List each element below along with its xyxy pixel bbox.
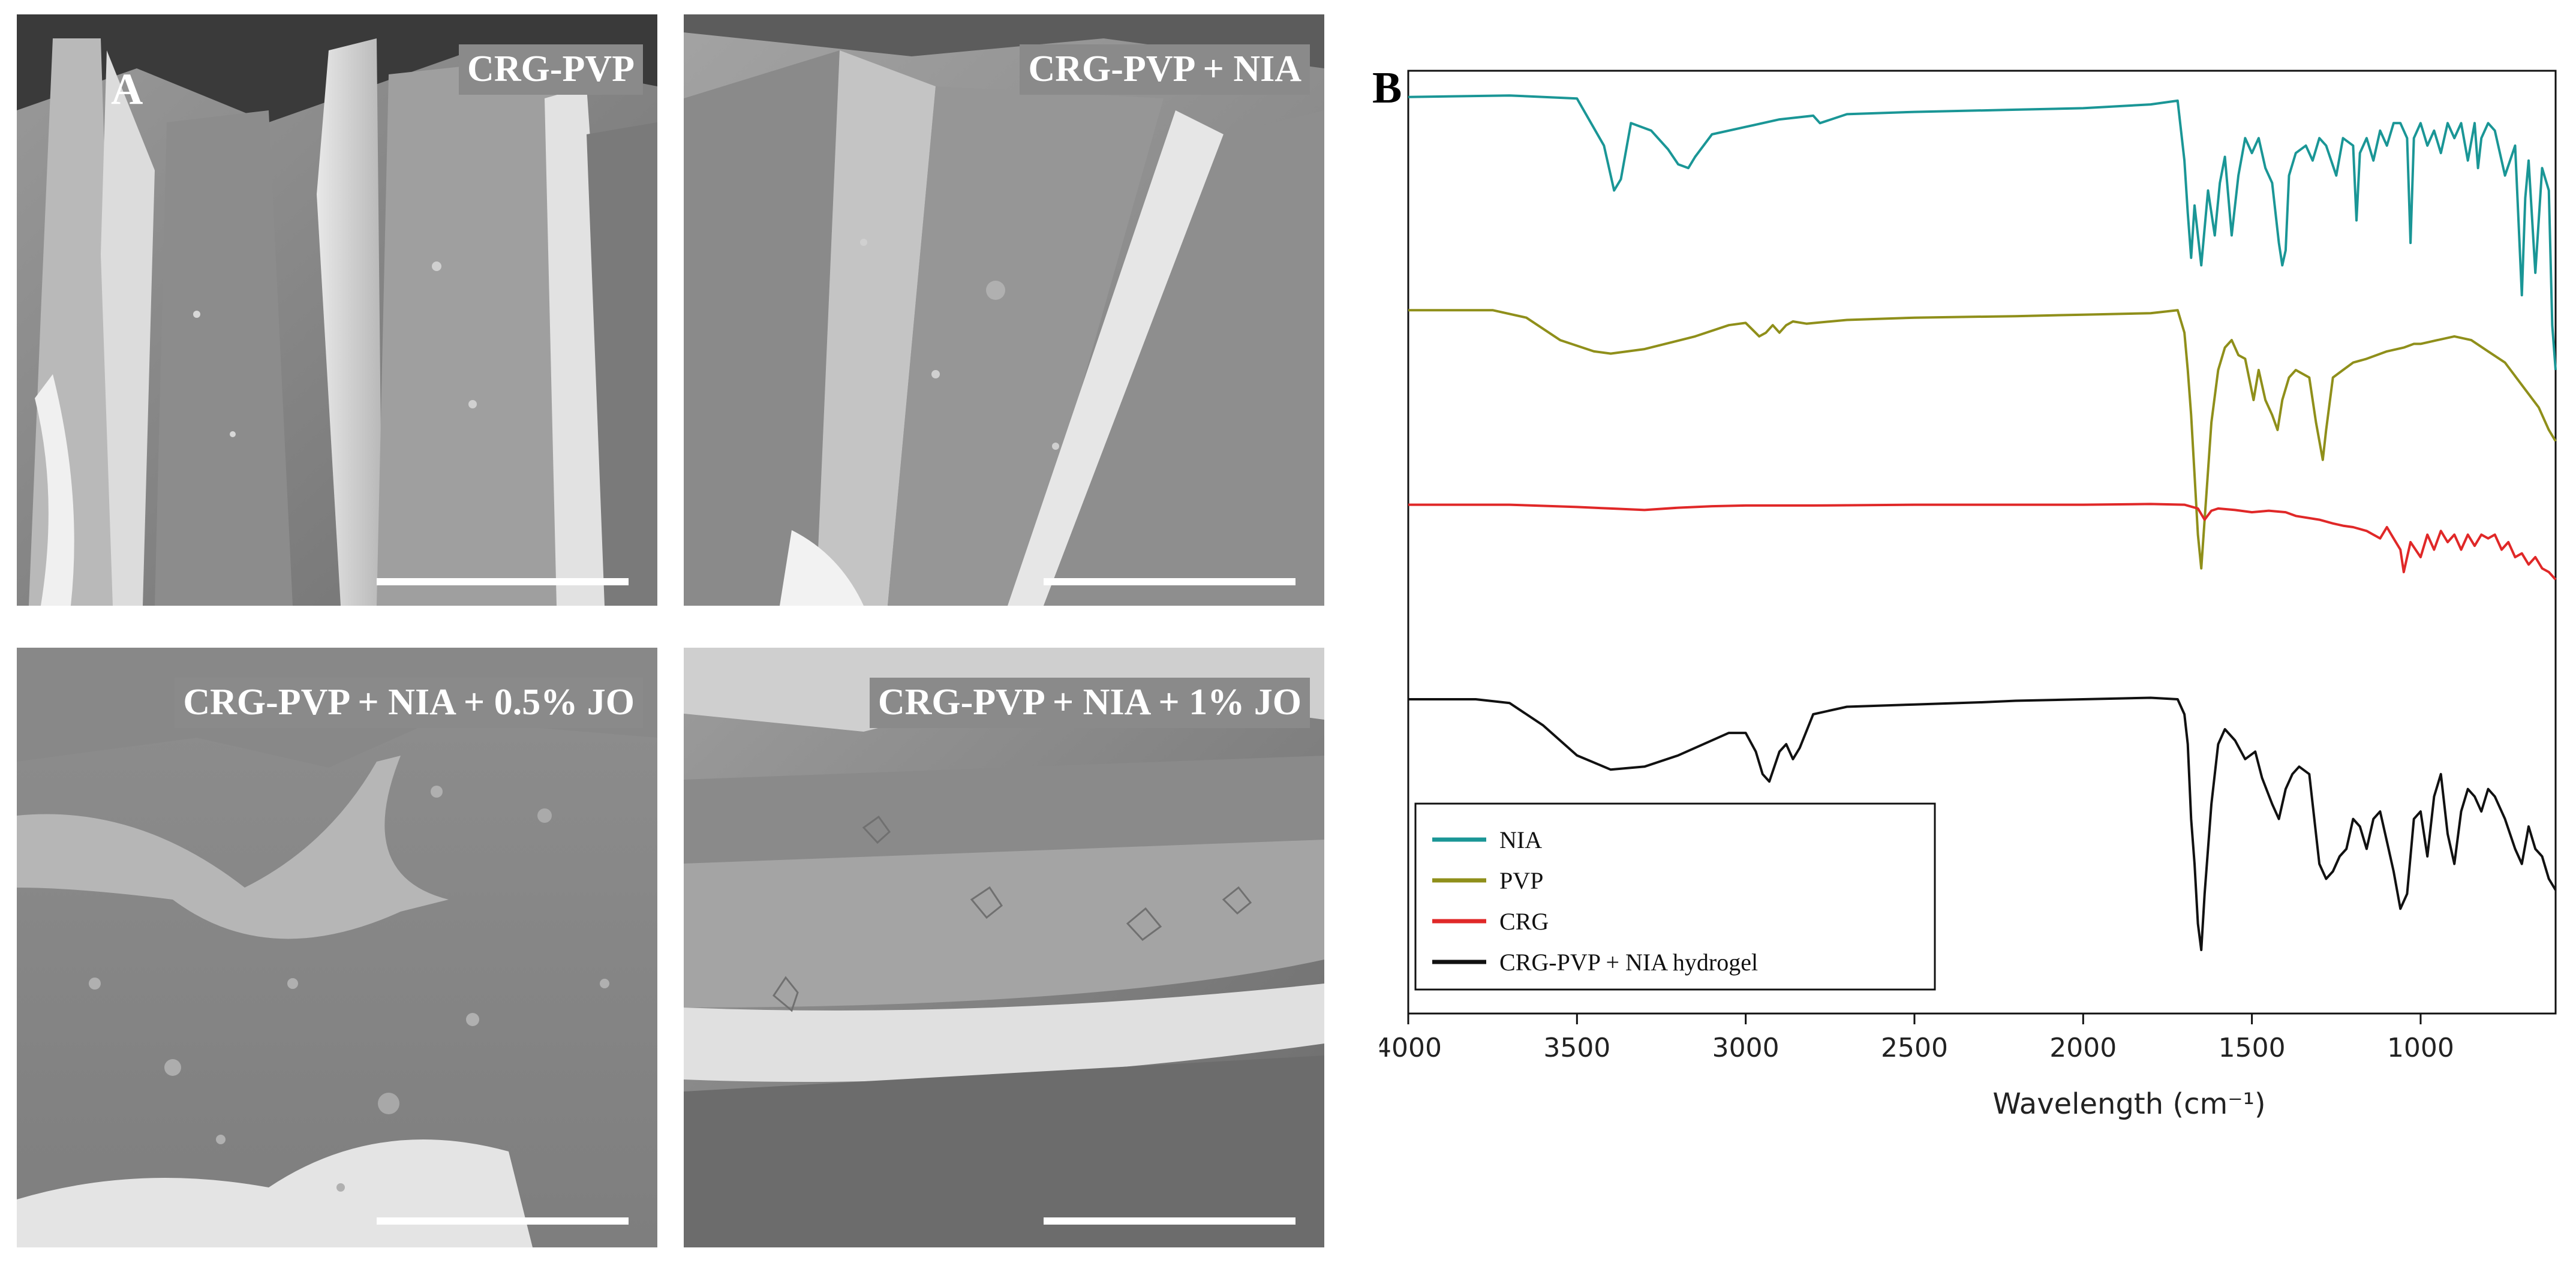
- x-tick-label: 4000: [1379, 1033, 1442, 1063]
- series-layer: [1408, 94, 2557, 951]
- legend-label-1: PVP: [1499, 867, 1543, 894]
- legend-label-0: NIA: [1499, 826, 1542, 853]
- sem-label-crg-pvp-nia: CRG-PVP + NIA: [1020, 44, 1310, 95]
- scale-bar: [1044, 578, 1295, 585]
- scale-bar: [377, 1217, 629, 1225]
- panel-b-letter: B: [1372, 64, 1402, 113]
- legend-label-2: CRG: [1499, 908, 1549, 935]
- sem-label-crg-pvp: CRG-PVP: [459, 44, 643, 95]
- legend: NIA PVP CRG CRG-PVP + NIA hydrogel: [1414, 802, 1936, 991]
- series-line-1: [1408, 309, 2557, 570]
- ftir-chart: 4000 3500 3000 2500 2000 1500 1000 Wavelength …: [1379, 70, 2557, 1121]
- scale-bar: [377, 578, 629, 585]
- x-tick-label: 1500: [2219, 1033, 2286, 1063]
- sem-image-crg-pvp: CRG-PVP: [17, 14, 657, 606]
- x-tick-label: 2000: [2049, 1033, 2117, 1063]
- sem-label-crg-pvp-nia-1-jo: CRG-PVP + NIA + 1% JO: [869, 678, 1310, 728]
- x-tick-label: 1000: [2387, 1033, 2454, 1063]
- series-line-3: [1408, 696, 2557, 951]
- scale-bar: [1044, 1217, 1295, 1225]
- series-line-2: [1408, 503, 2557, 581]
- legend-box: [1414, 802, 1936, 991]
- x-axis-label: Wavelength (cm⁻¹): [1992, 1087, 2265, 1121]
- panel-a-letter: A: [111, 65, 143, 114]
- sem-image-crg-pvp-nia-1-jo: CRG-PVP + NIA + 1% JO: [684, 648, 1324, 1247]
- sem-label-crg-pvp-nia-05-jo: CRG-PVP + NIA + 0.5% JO: [175, 678, 643, 728]
- x-tick-label: 3500: [1543, 1033, 1610, 1063]
- legend-items: NIA PVP CRG CRG-PVP + NIA hydrogel: [1432, 826, 1758, 976]
- x-axis: 4000 3500 3000 2500 2000 1500 1000: [1379, 1014, 2454, 1063]
- x-tick-label: 3000: [1712, 1033, 1780, 1063]
- sem-image-crg-pvp-nia: CRG-PVP + NIA: [684, 14, 1324, 606]
- sem-image-crg-pvp-nia-05-jo: CRG-PVP + NIA + 0.5% JO: [17, 648, 657, 1247]
- plot-frame: [1407, 70, 2557, 1015]
- legend-label-3: CRG-PVP + NIA hydrogel: [1499, 949, 1758, 976]
- series-line-0: [1408, 94, 2557, 371]
- x-tick-label: 2500: [1881, 1033, 1948, 1063]
